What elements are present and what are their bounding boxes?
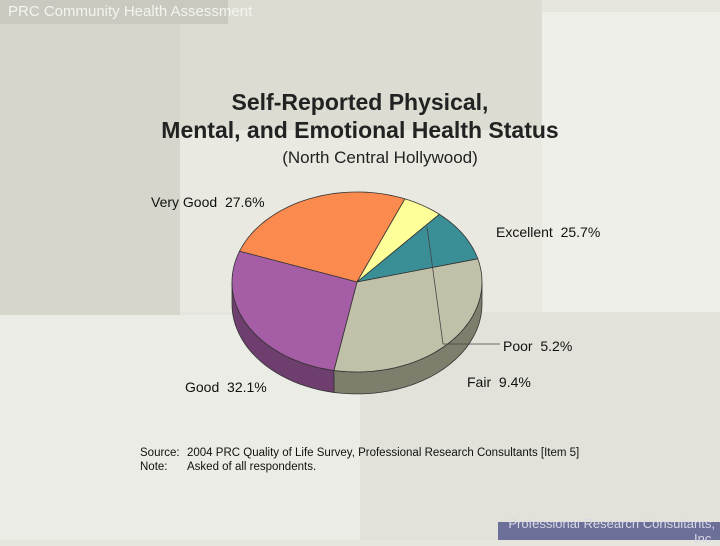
header-bar	[0, 0, 228, 24]
note-text: Asked of all respondents.	[187, 461, 317, 473]
pie-slice-very-good	[231, 250, 358, 371]
pie-slice-fair	[356, 213, 479, 283]
footer-bar	[498, 522, 720, 540]
note-label: Note:	[140, 461, 168, 473]
chart-subtitle: (North Central Hollywood)	[282, 148, 478, 167]
slice-label-excellent: Excellent 25.7%	[496, 224, 601, 240]
chart-title-line2: Mental, and Emotional Health Status	[161, 117, 559, 143]
footer-company: Professional Research Consultants,	[508, 516, 715, 531]
source-label: Source:	[140, 447, 180, 459]
slice-label-poor: Poor 5.2%	[503, 338, 573, 354]
leader-line-poor	[426, 226, 500, 345]
background-panel	[180, 0, 542, 130]
background-panel	[0, 0, 180, 315]
slice-label-fair: Fair 9.4%	[467, 374, 531, 390]
pie-slice-poor	[356, 198, 441, 283]
slice-label-very-good: Very Good 27.6%	[151, 194, 265, 210]
chart-title-line1: Self-Reported Physical,	[231, 89, 489, 115]
header-title: PRC Community Health Assessment	[8, 3, 253, 20]
background-panel	[542, 12, 720, 312]
slice-label-good: Good 32.1%	[185, 379, 267, 395]
pie-slice-excellent	[238, 191, 406, 283]
footer-company-suffix: Inc.	[694, 531, 715, 546]
source-text: 2004 PRC Quality of Life Survey, Profess…	[187, 447, 580, 459]
